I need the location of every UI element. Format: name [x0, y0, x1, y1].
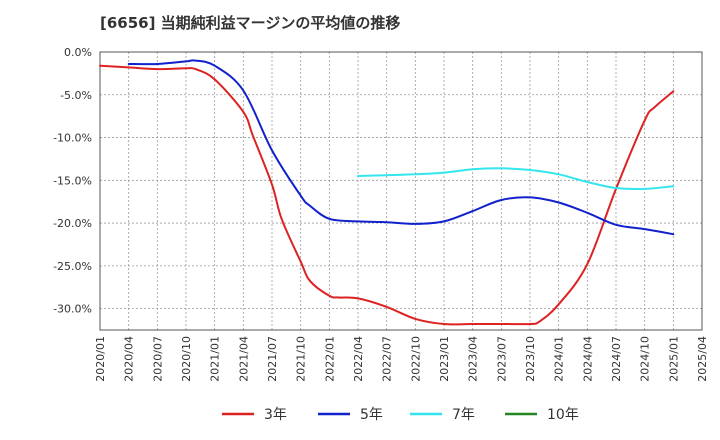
x-tick-label: 2022/01 — [323, 336, 336, 382]
y-tick-label: -10.0% — [53, 132, 92, 145]
x-tick-label: 2024/04 — [581, 336, 594, 382]
x-tick-label: 2023/04 — [467, 336, 480, 382]
y-tick-label: -15.0% — [53, 174, 92, 187]
x-tick-label: 2024/07 — [610, 336, 623, 382]
x-tick-label: 2020/10 — [180, 336, 193, 382]
x-tick-label: 2021/01 — [209, 336, 222, 382]
x-tick-label: 2022/04 — [352, 336, 365, 382]
x-tick-label: 2024/10 — [639, 336, 652, 382]
x-tick-label: 2021/07 — [266, 336, 279, 382]
series-line-1 — [127, 59, 675, 236]
x-tick-label: 2023/07 — [495, 336, 508, 382]
x-tick-label: 2021/04 — [237, 336, 250, 382]
x-tick-label: 2023/10 — [524, 336, 537, 382]
legend-label-0: 3年 — [264, 407, 287, 423]
legend-label-3: 10年 — [547, 407, 579, 423]
x-tick-label: 2025/04 — [696, 336, 709, 382]
series-line-0 — [99, 64, 675, 326]
x-tick-label: 2024/01 — [553, 336, 566, 382]
y-tick-label: -25.0% — [53, 260, 92, 273]
x-tick-label: 2025/01 — [667, 336, 680, 382]
chart-title: [6656] 当期純利益マージンの平均値の推移 — [100, 14, 401, 32]
legend-label-2: 7年 — [452, 407, 475, 423]
x-tick-label: 2022/07 — [381, 336, 394, 382]
series-line-2 — [357, 167, 675, 190]
legend-label-1: 5年 — [360, 407, 383, 423]
y-tick-label: -5.0% — [60, 89, 92, 102]
x-tick-label: 2020/01 — [94, 336, 107, 382]
x-tick-label: 2022/10 — [409, 336, 422, 382]
plot-frame — [99, 51, 703, 331]
x-tick-label: 2023/01 — [438, 336, 451, 382]
x-tick-label: 2020/07 — [151, 336, 164, 382]
y-tick-label: 0.0% — [64, 46, 92, 59]
y-tick-label: -20.0% — [53, 217, 92, 230]
plot-area — [100, 52, 702, 330]
x-tick-label: 2020/04 — [123, 336, 136, 382]
x-tick-label: 2021/10 — [295, 336, 308, 382]
y-tick-label: -30.0% — [53, 303, 92, 316]
